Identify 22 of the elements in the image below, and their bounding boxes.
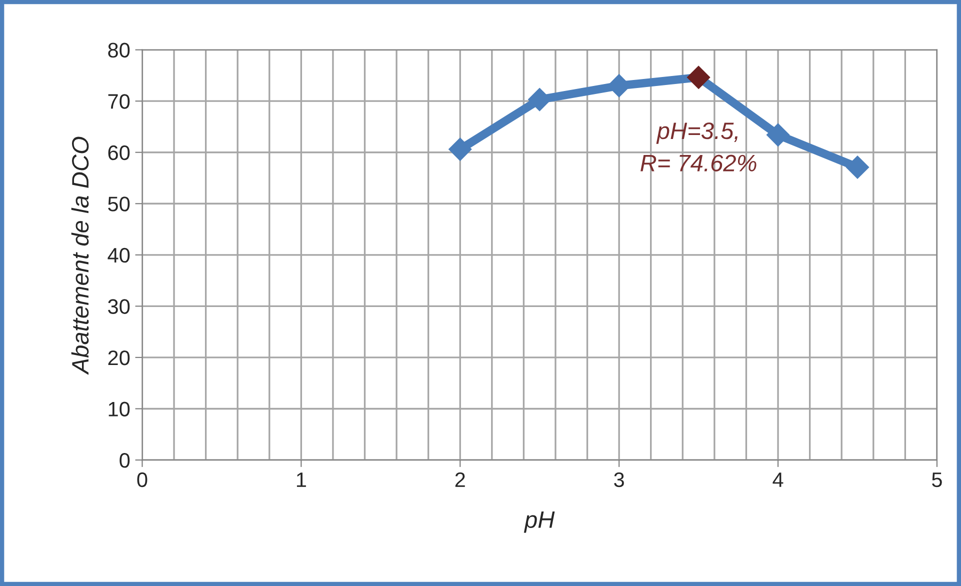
point (687, 66, 710, 89)
y-tick-label: 20 (108, 350, 130, 366)
point (448, 138, 472, 161)
y-axis-title: Abattement de la DCO (71, 136, 89, 375)
y-tick-label: 10 (108, 402, 130, 416)
y-tick-label: 30 (108, 299, 130, 314)
point (766, 123, 790, 146)
point (846, 156, 869, 179)
y-tick-label: 80 (108, 42, 130, 58)
y-tick-label: 50 (108, 196, 130, 212)
y-tick-label: 40 (108, 248, 130, 263)
x-tick-label: 0 (137, 472, 148, 488)
x-tick-label: 2 (455, 472, 465, 487)
y-tick-label: 70 (108, 94, 130, 109)
x-tick-label: 3 (614, 472, 624, 488)
annotation: pH=3.5, R= 74.62% (640, 122, 756, 172)
x-tick-label: 1 (296, 472, 306, 487)
x-tick-label: 4 (772, 472, 784, 487)
x-tick-label: 5 (932, 472, 942, 488)
y-tick-label: 0 (120, 453, 130, 468)
y-tick-label: 60 (108, 145, 130, 160)
x-axis-title: pH (524, 512, 555, 533)
